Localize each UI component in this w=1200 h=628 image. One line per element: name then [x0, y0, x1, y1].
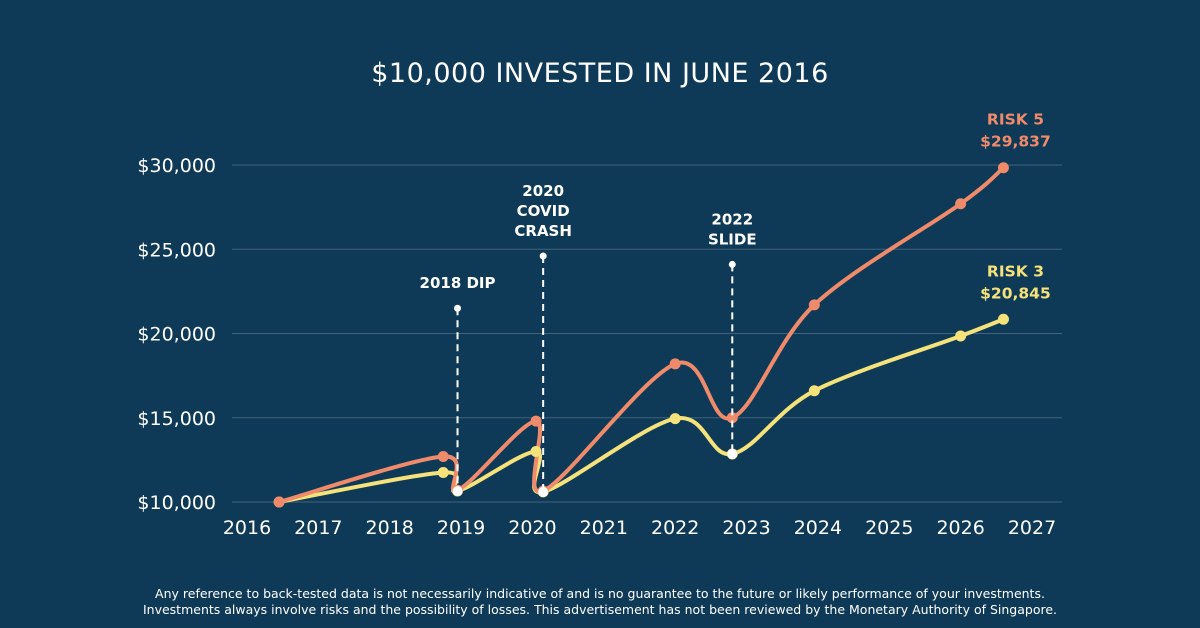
x-tick-label: 2027 — [1008, 517, 1056, 539]
chart-title: $10,000 INVESTED IN JUNE 2016 — [371, 58, 829, 89]
data-point-risk-5 — [273, 496, 285, 508]
x-tick-label: 2021 — [580, 517, 628, 539]
x-tick-label: 2016 — [223, 517, 271, 539]
annotation-label: 2022 — [711, 210, 753, 228]
data-point-risk-5 — [955, 198, 967, 210]
x-tick-label: 2019 — [437, 517, 485, 539]
series-line-risk-5 — [277, 165, 1006, 504]
y-tick-label: $25,000 — [137, 239, 216, 261]
series-end-label-risk-3: RISK 3 — [987, 262, 1044, 280]
series-line-risk-3 — [277, 317, 1006, 504]
annotation-top-dot — [539, 252, 547, 260]
data-point-risk-5 — [669, 358, 681, 370]
x-tick-label: 2018 — [366, 517, 414, 539]
data-point-risk-5 — [530, 415, 542, 427]
x-tick-label: 2020 — [508, 517, 556, 539]
annotation-bottom-dot — [452, 486, 463, 497]
disclaimer-line-2: Investments always involve risks and the… — [142, 602, 1058, 617]
x-tick-label: 2024 — [794, 517, 842, 539]
y-tick-label: $30,000 — [137, 155, 216, 177]
annotation-label: CRASH — [514, 222, 572, 240]
x-tick-label: 2023 — [722, 517, 770, 539]
y-tick-label: $20,000 — [137, 324, 216, 346]
data-point-risk-5 — [437, 451, 449, 463]
data-point-risk-3 — [669, 413, 681, 425]
series-end-label-risk-5: RISK 5 — [987, 111, 1044, 129]
annotation-top-dot — [454, 304, 462, 312]
data-point-risk-3 — [955, 330, 967, 342]
data-point-risk-3 — [808, 385, 820, 397]
x-tick-label: 2026 — [936, 517, 984, 539]
x-tick-label: 2017 — [294, 517, 342, 539]
annotation-label: 2020 — [522, 182, 564, 200]
data-point-risk-5 — [726, 412, 738, 424]
data-point-risk-3 — [530, 445, 542, 457]
data-point-risk-3 — [437, 467, 449, 479]
data-point-risk-3 — [997, 313, 1009, 325]
series-end-value-risk-5: $29,837 — [980, 133, 1051, 151]
series-end-value-risk-3: $20,845 — [980, 284, 1051, 302]
annotation-bottom-dot — [538, 486, 549, 497]
annotation-label: SLIDE — [708, 230, 757, 248]
annotation-top-dot — [728, 260, 736, 268]
x-tick-label: 2025 — [865, 517, 913, 539]
data-point-risk-5 — [808, 299, 820, 311]
data-point-risk-5 — [997, 162, 1009, 174]
x-tick-label: 2022 — [651, 517, 699, 539]
y-tick-label: $10,000 — [137, 492, 216, 514]
y-tick-label: $15,000 — [137, 408, 216, 430]
annotation-label: COVID — [517, 202, 570, 220]
disclaimer: Any reference to back-tested data is not… — [0, 586, 1200, 618]
disclaimer-line-1: Any reference to back-tested data is not… — [155, 586, 1045, 601]
annotation-label: 2018 DIP — [420, 274, 496, 292]
annotation-bottom-dot — [727, 448, 738, 459]
